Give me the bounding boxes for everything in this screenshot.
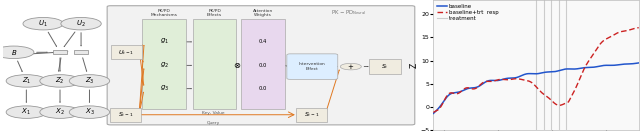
Text: $B$: $B$ [10,48,17,57]
Text: 0.4: 0.4 [259,39,268,44]
Text: $S_{t-1}$: $S_{t-1}$ [118,110,133,119]
Circle shape [69,75,109,87]
FancyBboxPatch shape [241,19,285,109]
Bar [53,50,67,54]
Circle shape [0,46,34,59]
Circle shape [40,75,80,87]
Text: $Z_2$: $Z_2$ [55,76,65,86]
Circle shape [6,106,47,118]
Bar [74,50,88,54]
Text: 0.0: 0.0 [259,86,268,91]
Text: Attention
Weights: Attention Weights [253,9,273,17]
Text: Query: Query [207,121,220,125]
Text: $X_2$: $X_2$ [55,107,65,117]
Text: $Z_1$: $Z_1$ [22,76,31,86]
Text: Key, Value: Key, Value [202,111,225,115]
Circle shape [23,17,63,30]
Text: $X_3$: $X_3$ [84,107,94,117]
Text: PK $-$ PD$_{\rm Neural}$: PK $-$ PD$_{\rm Neural}$ [331,8,366,17]
Circle shape [6,75,47,87]
Text: $U_2$: $U_2$ [76,19,86,29]
FancyBboxPatch shape [109,108,141,122]
Legend: baseline, baseline+trt  resp, treatment: baseline, baseline+trt resp, treatment [436,3,499,22]
Text: 0.0: 0.0 [259,63,268,68]
FancyBboxPatch shape [193,19,236,109]
Text: Intervention
Effect: Intervention Effect [299,62,326,71]
FancyBboxPatch shape [143,19,186,109]
Circle shape [69,106,109,118]
Text: $g_3$: $g_3$ [159,84,169,93]
Text: PK/PD
Effects: PK/PD Effects [207,9,222,17]
Y-axis label: Z: Z [410,63,419,68]
FancyBboxPatch shape [287,54,338,79]
Text: $S_{t-1}$: $S_{t-1}$ [304,110,319,119]
Text: $X_1$: $X_1$ [22,107,31,117]
FancyBboxPatch shape [107,6,415,125]
FancyBboxPatch shape [296,108,327,122]
Circle shape [61,17,101,30]
Text: $U_{t-1}$: $U_{t-1}$ [118,48,134,57]
Text: PK/PD
Mechanisms: PK/PD Mechanisms [151,9,178,17]
Circle shape [340,63,362,70]
Text: $\otimes$: $\otimes$ [233,61,241,70]
FancyBboxPatch shape [111,45,141,59]
Text: $S_t$: $S_t$ [381,62,389,71]
Text: $g_1$: $g_1$ [159,37,169,47]
Circle shape [40,106,80,118]
Text: $U_1$: $U_1$ [38,19,48,29]
Text: $g_2$: $g_2$ [159,61,169,70]
FancyBboxPatch shape [369,59,401,74]
Text: $Z_3$: $Z_3$ [84,76,94,86]
Text: $+$: $+$ [348,62,355,71]
